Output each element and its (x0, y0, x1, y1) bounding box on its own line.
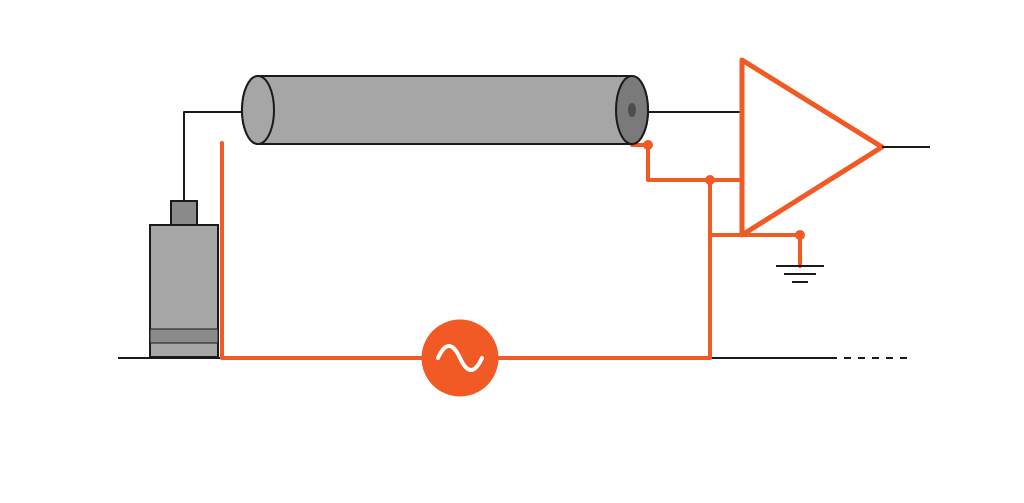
sensor-cap (171, 201, 197, 225)
wire-orange-ground (710, 235, 800, 266)
wire-orange-right (498, 180, 742, 358)
node-0 (643, 140, 653, 150)
node-2 (795, 230, 805, 240)
wire-orange-left (222, 143, 422, 358)
sensor-band (150, 329, 218, 343)
opamp-triangle (742, 60, 882, 235)
cable-body (242, 76, 648, 144)
circuit-diagram (0, 0, 1024, 503)
cable-end-left (242, 76, 274, 144)
cable-core (628, 103, 636, 117)
wire-orange-cable-out (632, 145, 710, 180)
node-1 (705, 175, 715, 185)
